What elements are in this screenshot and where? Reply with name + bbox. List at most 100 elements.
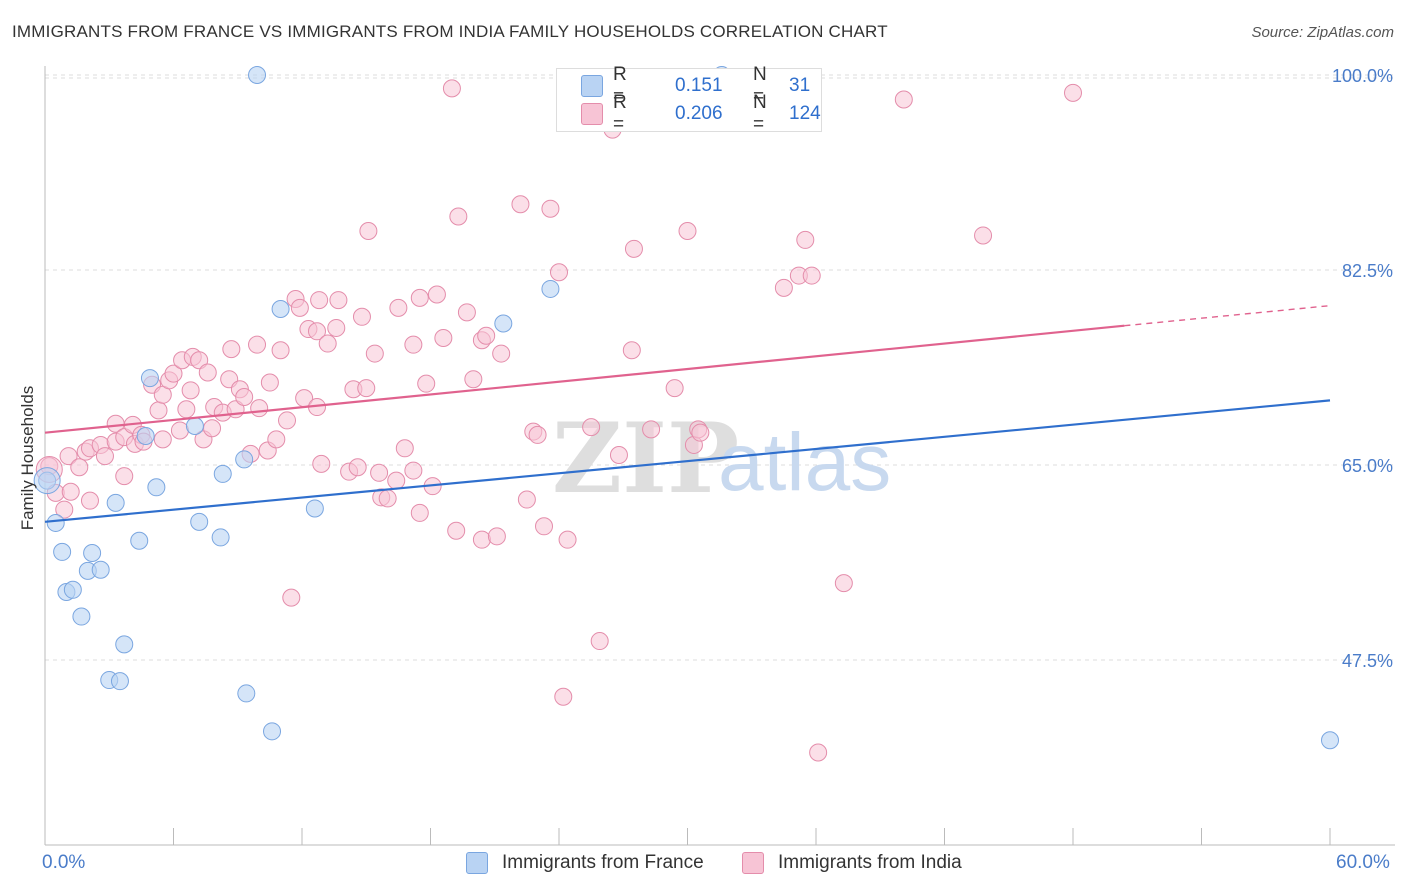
- india-point: [665, 379, 684, 398]
- india-point: [203, 419, 222, 438]
- france-point: [541, 279, 560, 298]
- bottom-legend-india: Immigrants from India: [742, 852, 962, 874]
- bottom-legend-swatch-france: [466, 852, 488, 874]
- france-point: [46, 513, 65, 532]
- india-point: [464, 370, 483, 389]
- y-tick-label: 82.5%: [1342, 261, 1393, 281]
- india-point: [290, 298, 309, 317]
- india-point: [307, 322, 326, 341]
- india-point: [55, 500, 74, 519]
- india-point: [80, 491, 99, 510]
- india-point: [554, 687, 573, 706]
- france-point: [211, 528, 230, 547]
- france-point: [53, 542, 72, 561]
- india-point: [198, 363, 217, 382]
- india-point: [558, 530, 577, 549]
- india-point: [472, 530, 491, 549]
- chart-title: IMMIGRANTS FROM FRANCE VS IMMIGRANTS FRO…: [12, 22, 888, 41]
- india-point: [278, 411, 297, 430]
- india-point: [327, 318, 346, 337]
- watermark-atlas: atlas: [718, 417, 891, 508]
- y-tick-labels: 100.0% 82.5% 65.0% 47.5%: [1332, 66, 1393, 671]
- france-point: [248, 66, 267, 84]
- india-point: [115, 467, 134, 486]
- france-point: [136, 427, 155, 446]
- bottom-legend-label-france: Immigrants from France: [502, 852, 704, 873]
- india-point: [222, 340, 241, 359]
- india-point: [235, 388, 254, 407]
- france-point: [1321, 731, 1339, 750]
- india-point: [624, 239, 643, 258]
- india-point: [61, 482, 80, 501]
- india-point: [329, 291, 348, 310]
- india-point: [153, 430, 172, 449]
- india-point: [802, 266, 821, 285]
- x-tick-label-min: 0.0%: [42, 852, 86, 873]
- france-point: [213, 464, 232, 483]
- y-tick-label: 100.0%: [1332, 66, 1393, 86]
- legend-swatch-india: [581, 103, 603, 125]
- india-point: [582, 418, 601, 437]
- france-point: [235, 450, 254, 469]
- india-point: [834, 574, 853, 593]
- france-point-large: [33, 467, 61, 495]
- france-point: [91, 560, 110, 579]
- legend-n-label: N =: [753, 64, 767, 107]
- india-point: [517, 490, 536, 509]
- india-point: [164, 364, 183, 383]
- india-point: [365, 344, 384, 363]
- india-point: [550, 263, 568, 282]
- legend-n-label: N =: [753, 92, 767, 135]
- india-point: [181, 381, 200, 400]
- india-point: [370, 463, 389, 482]
- india-point: [691, 423, 710, 442]
- india-point: [359, 222, 378, 240]
- legend-n-value-india: 124: [789, 103, 821, 124]
- legend-swatch-france: [581, 75, 603, 97]
- india-point: [590, 632, 609, 651]
- india-point: [404, 461, 423, 480]
- india-point: [434, 328, 453, 347]
- india-point: [410, 288, 429, 307]
- legend-r-label: R =: [613, 64, 627, 107]
- india-trend-line: [44, 324, 1125, 434]
- india-point: [378, 489, 397, 508]
- india-point: [541, 199, 560, 218]
- india-point: [271, 341, 290, 360]
- india-point: [389, 298, 408, 317]
- india-point: [528, 425, 547, 444]
- india-point: [796, 230, 815, 249]
- india-point: [170, 421, 189, 440]
- france-point: [72, 607, 91, 626]
- france-point: [110, 672, 129, 691]
- india-point: [609, 445, 628, 464]
- india-point: [267, 430, 286, 449]
- france-point: [271, 300, 290, 318]
- india-point: [477, 326, 496, 345]
- india-point: [535, 517, 554, 536]
- india-point: [387, 471, 406, 490]
- india-point: [678, 222, 697, 240]
- france-trend-line: [44, 399, 1331, 523]
- x-tick-label-max: 60.0%: [1336, 852, 1390, 873]
- bottom-legend-swatch-india: [742, 852, 764, 874]
- india-point: [260, 373, 279, 392]
- india-point: [318, 334, 337, 353]
- india-point: [492, 344, 511, 363]
- y-tick-label: 47.5%: [1342, 651, 1393, 671]
- india-point: [395, 439, 414, 458]
- india-point: [642, 420, 661, 439]
- france-point: [185, 417, 204, 435]
- india-point: [348, 458, 367, 477]
- bottom-legend-label-india: Immigrants from India: [778, 852, 962, 873]
- gridlines: [45, 74, 1395, 661]
- india-point: [894, 90, 913, 109]
- france-point: [494, 314, 513, 333]
- france-point: [147, 478, 166, 497]
- france-point: [140, 369, 159, 388]
- india-point: [250, 399, 269, 418]
- india-point: [511, 195, 530, 214]
- y-tick-label: 65.0%: [1342, 456, 1393, 476]
- legend-r-value-india: 0.206: [675, 103, 723, 124]
